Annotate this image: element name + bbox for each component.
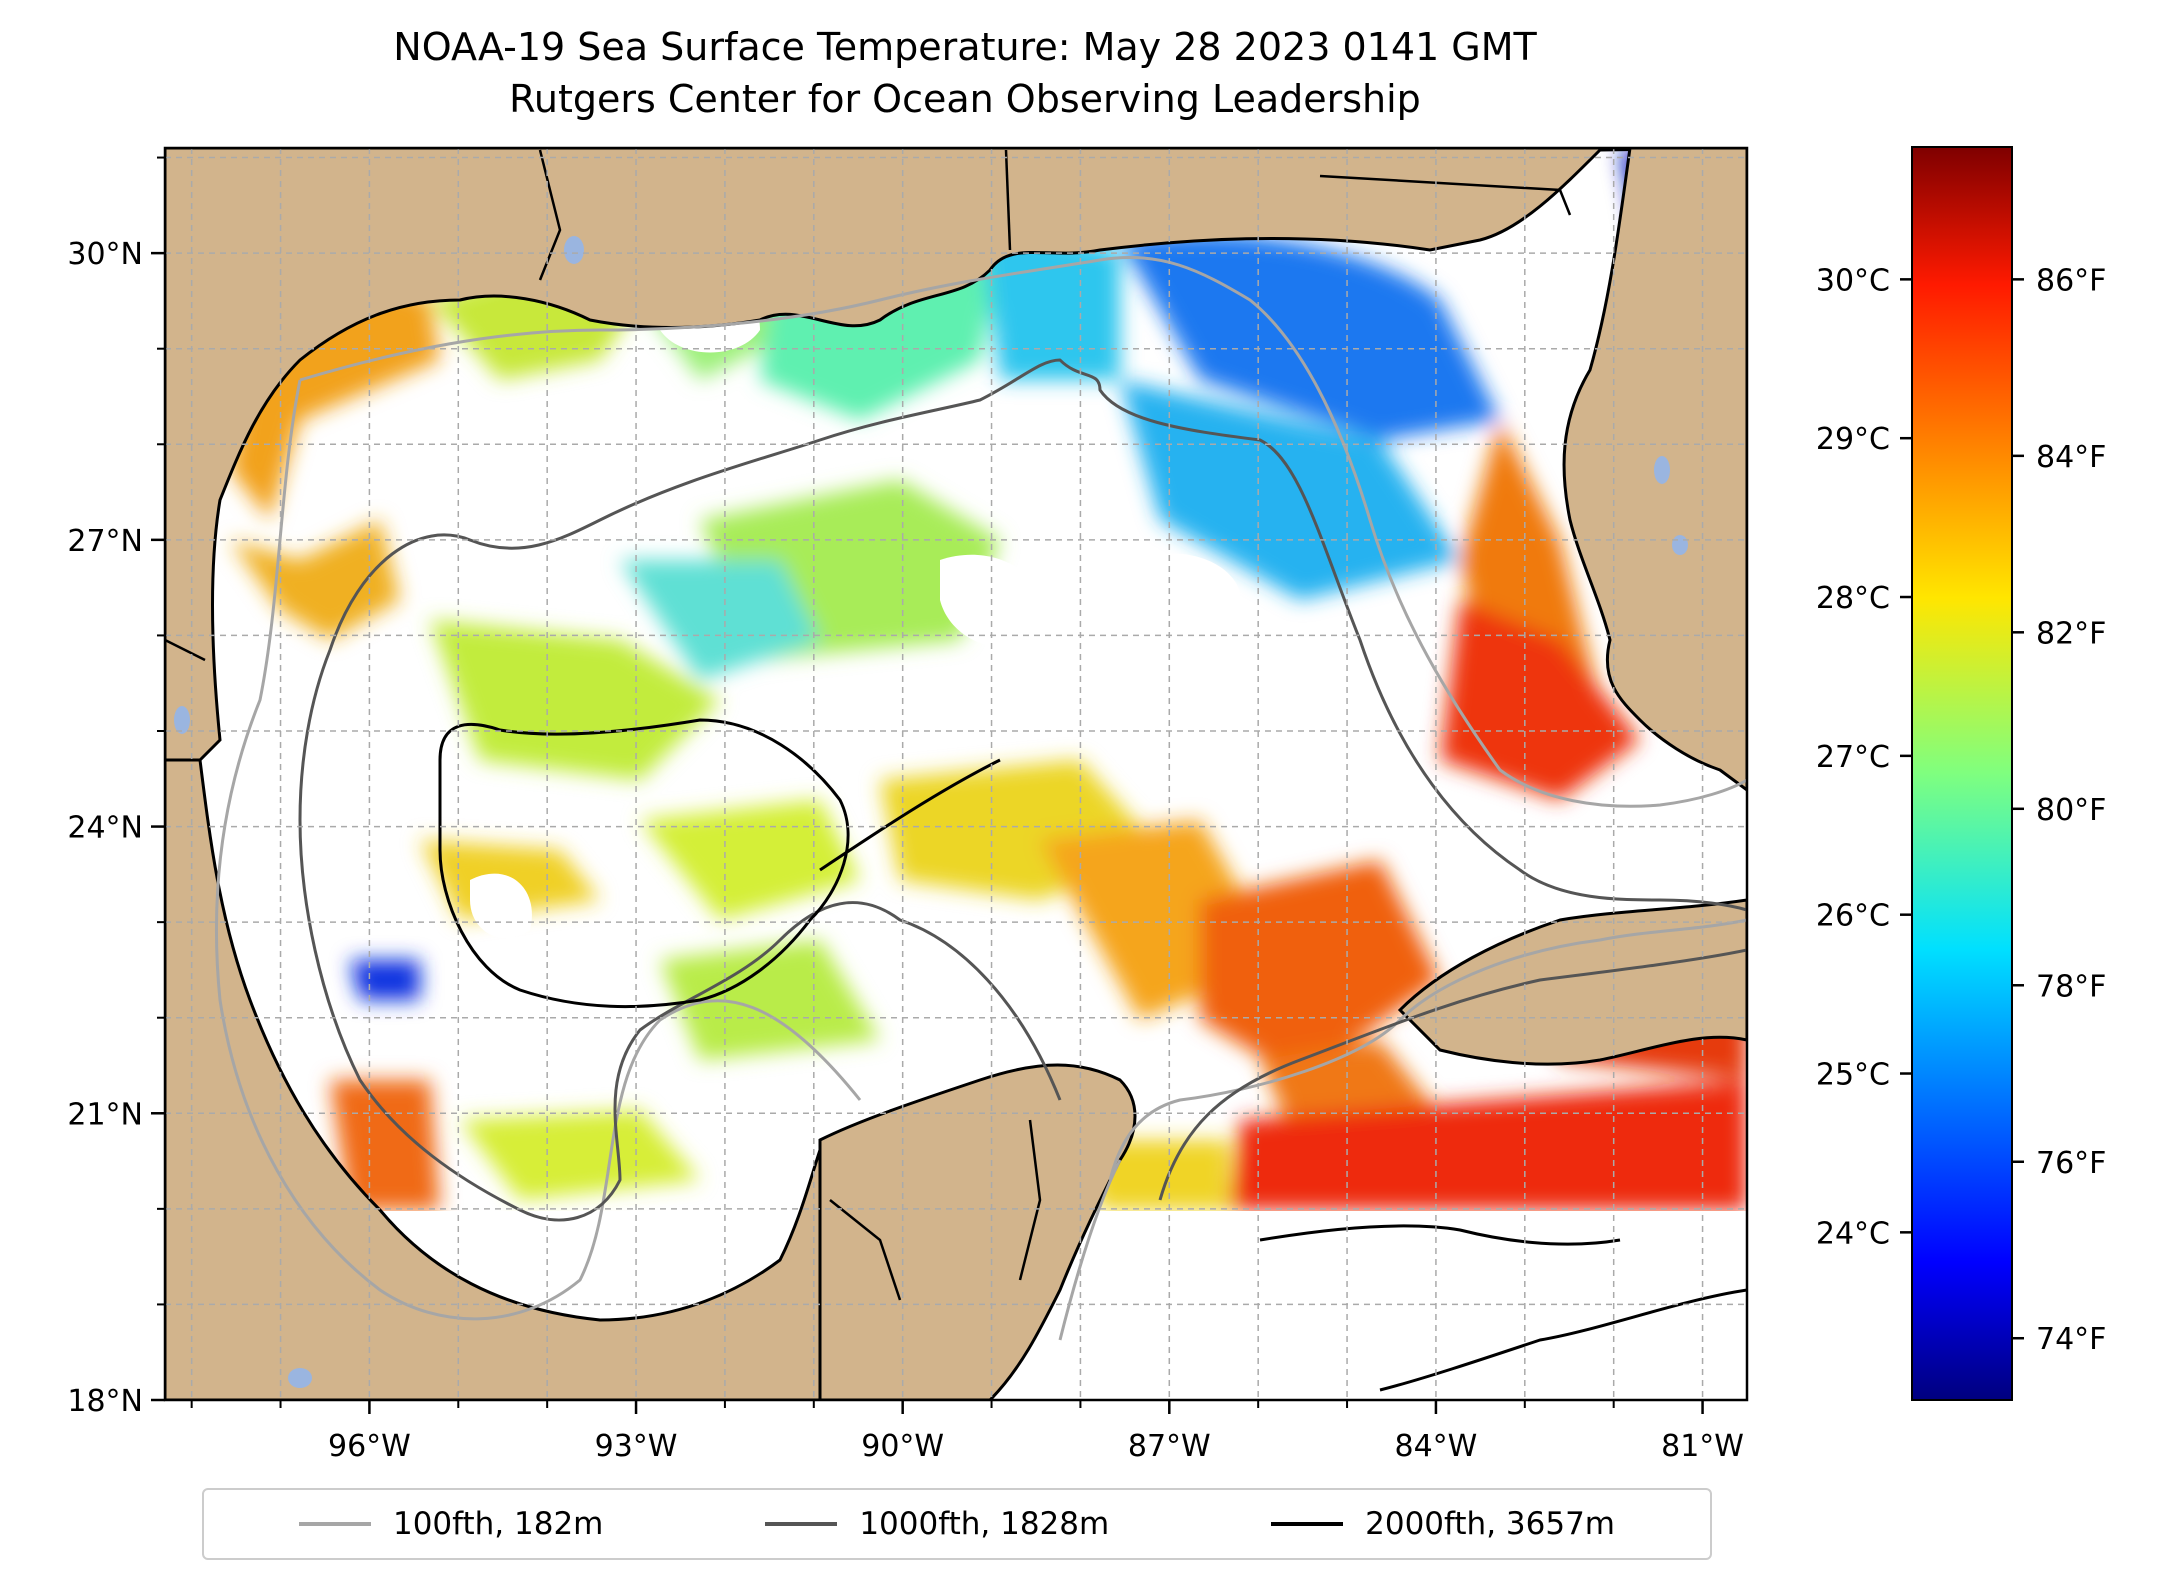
colorbar-ticks: 74°F 76°F 78°F 80°F 82°F 84°F 86°F 24°C 25°C 26°C… — [1816, 263, 2107, 1357]
inland-water — [174, 236, 1688, 1388]
tick-label-lon: 93°W — [595, 1429, 678, 1464]
colorbar-gradient — [1912, 147, 2012, 1400]
colorbar-label-c: 27°C — [1816, 740, 1890, 775]
colorbar-label-f: 82°F — [2036, 616, 2106, 651]
legend-swatch-1000fth — [765, 1522, 838, 1526]
legend-item-2000fth: 2000fth, 3657m — [1271, 1506, 1615, 1542]
colorbar-label-f: 74°F — [2036, 1322, 2106, 1357]
tick-label-lat: 30°N — [67, 237, 143, 272]
legend-label-100fth: 100fth, 182m — [392, 1506, 604, 1542]
colorbar-label-f: 80°F — [2036, 793, 2106, 828]
isobath-legend: 100fth, 182m 1000fth, 1828m 2000fth, 365… — [202, 1488, 1712, 1560]
legend-label-1000fth: 1000fth, 1828m — [859, 1506, 1110, 1542]
legend-label-2000fth: 2000fth, 3657m — [1365, 1506, 1616, 1542]
colorbar-label-c: 30°C — [1816, 263, 1890, 298]
tick-label-lat: 18°N — [67, 1384, 143, 1419]
chart-title: NOAA-19 Sea Surface Temperature: May 28 … — [393, 25, 1537, 69]
map-plot-area — [165, 148, 1747, 1400]
colorbar-label-c: 29°C — [1816, 422, 1890, 457]
isobaths — [214, 255, 1747, 1392]
chart-subtitle: Rutgers Center for Ocean Observing Leade… — [509, 77, 1421, 121]
legend-swatch-100fth — [298, 1522, 371, 1526]
isobath-100fth — [214, 255, 1747, 1341]
colorbar-label-f: 78°F — [2036, 969, 2106, 1004]
land — [165, 148, 1747, 1400]
colorbar-label-c: 28°C — [1816, 581, 1890, 616]
colorbar-label-f: 76°F — [2036, 1146, 2106, 1181]
legend-item-100fth: 100fth, 182m — [298, 1506, 604, 1542]
map-frame — [163, 146, 1749, 1402]
tick-label-lon: 90°W — [861, 1429, 944, 1464]
legend-item-1000fth: 1000fth, 1828m — [765, 1506, 1109, 1542]
isobath-1000fth — [298, 358, 1747, 1222]
colorbar-label-c: 26°C — [1816, 899, 1890, 934]
tick-label-lat: 21°N — [67, 1097, 143, 1132]
colorbar-label-c: 25°C — [1816, 1058, 1890, 1093]
tick-label-lon: 84°W — [1395, 1429, 1478, 1464]
legend-swatch-2000fth — [1271, 1522, 1344, 1526]
tick-label-lon: 87°W — [1128, 1429, 1211, 1464]
map-axes: 96°W 93°W 90°W 87°W 84°W 81°W 18°N 21°N 24°N 27°N… — [67, 156, 1744, 1464]
tick-label-lon: 81°W — [1661, 1429, 1744, 1464]
colorbar-label-f: 84°F — [2036, 440, 2106, 475]
colorbar-label-f: 86°F — [2036, 263, 2106, 298]
colorbar-frame — [1911, 146, 2013, 1401]
colorbar-label-c: 24°C — [1816, 1216, 1890, 1251]
tick-label-lat: 24°N — [67, 811, 143, 846]
colorbar: 74°F 76°F 78°F 80°F 82°F 84°F 86°F 24°C 25°C 26°C… — [1816, 146, 2107, 1401]
tick-label-lat: 27°N — [67, 524, 143, 559]
isobath-2000fth — [438, 718, 1747, 1392]
tick-label-lon: 96°W — [328, 1429, 411, 1464]
